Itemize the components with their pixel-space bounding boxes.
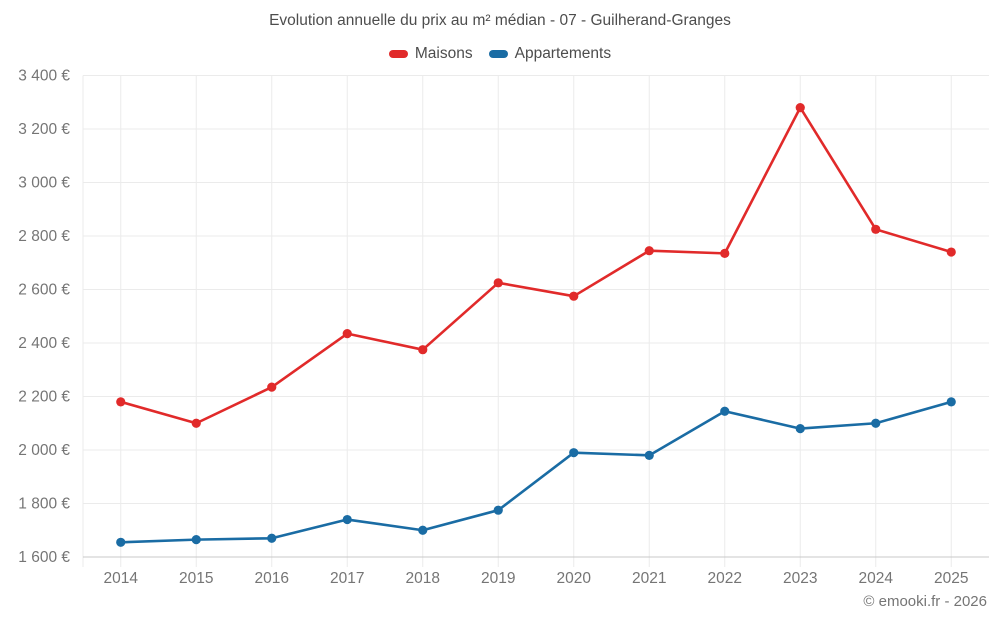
data-point-maisons-2020[interactable]: [569, 291, 579, 301]
x-axis-label: 2017: [330, 570, 364, 587]
x-axis-label: 2018: [406, 570, 440, 587]
series-line-appartements: [119, 400, 953, 544]
y-axis-label: 1 600 €: [18, 549, 70, 566]
x-axis-label: 2014: [104, 570, 139, 587]
data-point-appartements-2024[interactable]: [871, 418, 881, 428]
legend-label-appartements: Appartements: [514, 45, 612, 62]
x-axis-label: 2023: [783, 570, 817, 587]
data-point-appartements-2019[interactable]: [493, 505, 503, 515]
legend-item-appartements[interactable]: Appartements: [488, 45, 612, 63]
data-point-maisons-2015[interactable]: [191, 418, 201, 428]
data-point-maisons-2017[interactable]: [342, 329, 352, 339]
y-axis-label: 3 000 €: [18, 175, 70, 192]
data-point-maisons-2016[interactable]: [267, 382, 277, 392]
data-point-appartements-2025[interactable]: [946, 397, 956, 407]
data-point-maisons-2018[interactable]: [418, 345, 428, 355]
data-point-appartements-2020[interactable]: [569, 448, 579, 458]
x-axis-label: 2015: [179, 570, 213, 587]
x-axis-label: 2022: [708, 570, 742, 587]
data-point-appartements-2014[interactable]: [116, 537, 126, 547]
legend-swatch-appartements-icon: [488, 50, 508, 58]
legend-swatch-maisons-icon: [388, 50, 408, 58]
data-point-maisons-2019[interactable]: [493, 278, 503, 288]
series-line-maisons: [119, 106, 953, 425]
legend-label-maisons: Maisons: [414, 45, 473, 62]
x-axis-label: 2020: [557, 570, 592, 587]
data-point-appartements-2017[interactable]: [342, 514, 352, 525]
data-point-appartements-2018[interactable]: [418, 525, 428, 535]
y-axis-label: 2 600 €: [18, 282, 70, 299]
y-axis-label: 2 800 €: [18, 228, 70, 245]
y-axis-label: 3 400 €: [18, 68, 70, 85]
data-point-maisons-2021[interactable]: [644, 246, 654, 256]
legend-item-maisons[interactable]: Maisons: [388, 45, 473, 63]
y-axis-label: 2 400 €: [18, 335, 70, 352]
data-point-maisons-2022[interactable]: [720, 248, 730, 258]
x-axis-label: 2016: [255, 570, 289, 587]
x-axis-label: 2024: [859, 570, 894, 587]
y-axis-label: 2 000 €: [18, 442, 70, 459]
data-point-appartements-2023[interactable]: [795, 424, 805, 434]
x-axis-label: 2025: [934, 570, 968, 587]
data-point-maisons-2014[interactable]: [116, 397, 126, 407]
chart-footer: © emooki.fr - 2026: [863, 593, 987, 610]
x-axis-label: 2021: [632, 570, 666, 587]
y-axis-label: 3 200 €: [18, 121, 70, 138]
data-point-appartements-2016[interactable]: [267, 533, 277, 543]
data-point-appartements-2021[interactable]: [644, 450, 654, 460]
data-point-maisons-2023[interactable]: [795, 103, 805, 113]
data-point-maisons-2024[interactable]: [871, 224, 881, 234]
data-point-appartements-2015[interactable]: [191, 535, 201, 545]
y-axis-label: 2 200 €: [18, 389, 70, 406]
data-point-appartements-2022[interactable]: [720, 406, 730, 416]
chart-title: Evolution annuelle du prix au m² médian …: [269, 12, 731, 29]
x-axis-label: 2019: [481, 570, 515, 587]
data-point-maisons-2025[interactable]: [946, 247, 956, 257]
legend: Maisons Appartements: [0, 45, 1000, 63]
y-axis-label: 1 800 €: [18, 496, 70, 513]
